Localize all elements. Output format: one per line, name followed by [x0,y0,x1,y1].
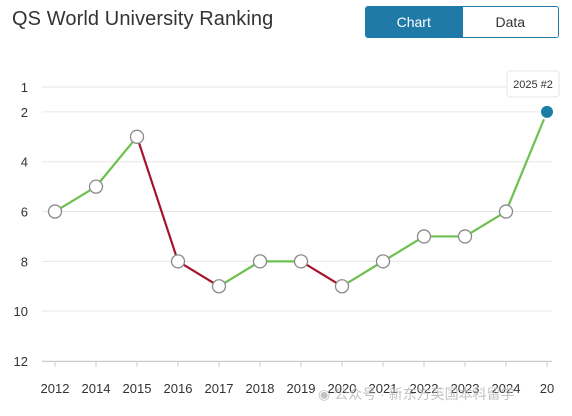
x-tick-label: 2015 [123,381,152,396]
y-tick-label: 8 [21,254,28,269]
series-line-segment [299,260,344,288]
data-point [211,279,227,294]
data-point [416,229,432,244]
series-line-segment [381,235,426,263]
data-point [252,254,268,269]
highlighted-data-point [539,103,555,120]
chart-tab-button[interactable]: Chart [366,7,462,37]
x-tick-label: 20 [540,381,554,396]
x-tick-label: 2021 [369,381,398,396]
data-tab-button[interactable]: Data [461,7,558,37]
view-toggle: Chart Data [365,6,559,38]
x-tick-label: 2017 [205,381,234,396]
y-tick-label: 1 [21,80,28,95]
data-point [334,279,350,294]
series-line-segment [176,260,221,288]
x-tick-label: 2016 [164,381,193,396]
y-tick-label: 6 [21,205,28,220]
series-line-segment [463,210,508,238]
series-line-segment [504,110,549,213]
series-line-segment [217,260,262,288]
x-tick-label: 2023 [451,381,480,396]
x-tick-label: 2019 [287,381,316,396]
tooltip-box [506,70,560,98]
x-tick-label: 2024 [492,381,521,396]
data-point [293,254,309,269]
y-tick-label: 2 [21,105,28,120]
data-point [47,204,63,219]
series-line-segment [53,185,98,213]
tooltip-text: 2025 #2 [513,79,553,91]
x-tick-label: 2014 [82,381,111,396]
data-point [88,179,104,194]
x-tick-label: 2022 [410,381,439,396]
x-tick-label: 2020 [328,381,357,396]
y-tick-label: 12 [14,354,28,369]
y-tick-label: 10 [14,304,28,319]
tooltip: 2025 #2 [506,70,560,98]
chart-title: QS World University Ranking [12,8,274,30]
data-point [375,254,391,269]
data-point [498,204,514,219]
x-tick-label: 2018 [246,381,275,396]
data-point [457,229,473,244]
series-line-segment [135,135,180,263]
watermark: ◉ 公众号 · 新东方英国本科留学 [318,384,515,404]
data-point [129,129,145,144]
series-line-segment [94,135,139,188]
x-tick-label: 2012 [41,381,70,396]
wechat-icon: ◉ [318,386,331,402]
y-tick-label: 4 [21,155,28,170]
series-line-segment [340,260,385,288]
data-point [170,254,186,269]
watermark-text: 公众号 · 新东方英国本科留学 [334,386,515,402]
